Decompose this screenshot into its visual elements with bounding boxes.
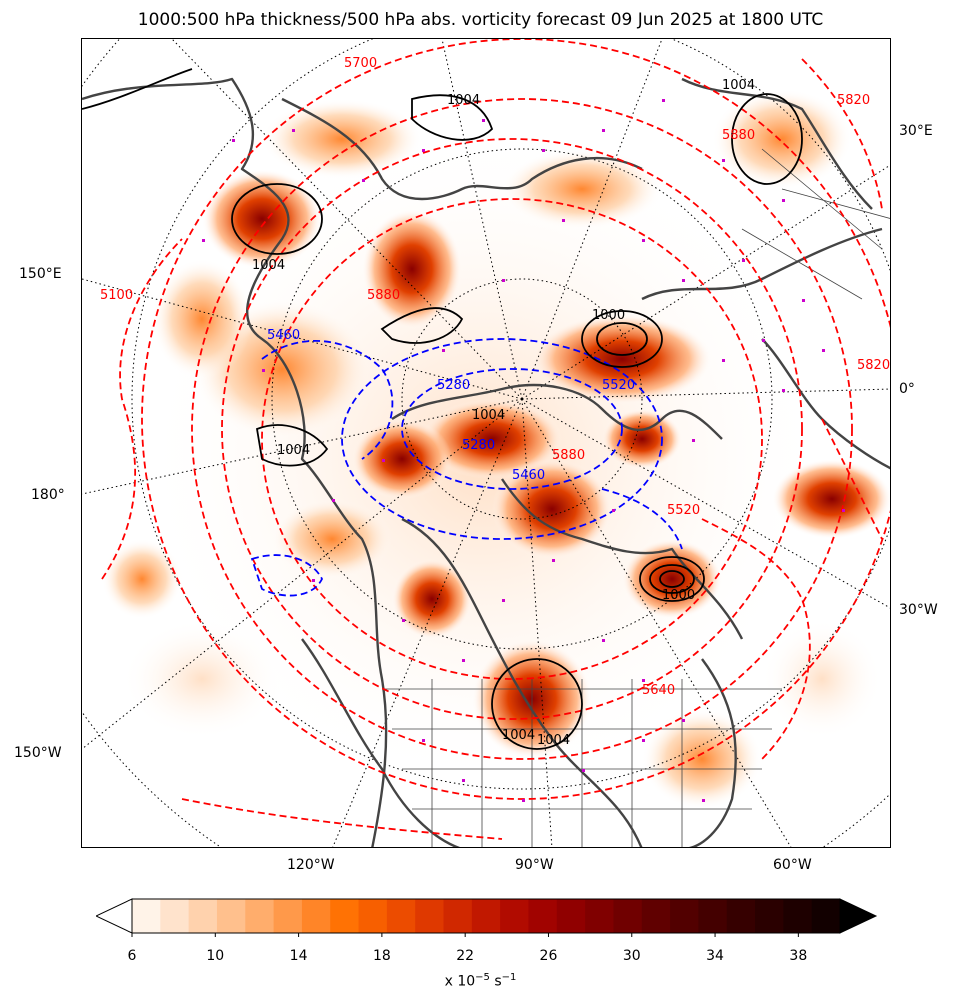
- colorbar-cell: [245, 899, 275, 933]
- label-thickness: 5280: [437, 378, 470, 393]
- colorbar-cell: [160, 899, 190, 933]
- label-mslp: 1000: [592, 308, 625, 323]
- colorbar-tick-label: 22: [456, 948, 475, 964]
- lon-label-120w: 120°W: [287, 857, 335, 873]
- colorbar-cell: [443, 899, 473, 933]
- state-borders: [382, 148, 890, 847]
- colorbar-extend-min: [96, 898, 133, 934]
- map-panel: 5700 5880 5880 5460 5100 5820 5640 5520 …: [81, 38, 891, 848]
- label-mslp: 1000: [662, 588, 695, 603]
- colorbar-cell: [698, 899, 728, 933]
- contour-labels: 5700 5880 5880 5460 5100 5820 5640 5520 …: [100, 56, 890, 748]
- lon-label-60w: 60°W: [773, 857, 812, 873]
- colorbar-outline: [131, 898, 841, 934]
- colorbar-tick-label: 14: [289, 948, 308, 964]
- colorbar-cell: [811, 899, 841, 933]
- mslp-contours: [82, 68, 803, 750]
- colorbar-tick-label: 6: [127, 948, 137, 964]
- colorbar-cell: [415, 899, 445, 933]
- colorbar-cell: [556, 899, 586, 933]
- label-mslp: 1004: [447, 93, 480, 108]
- graticule: [82, 39, 890, 847]
- map-canvas: 5700 5880 5880 5460 5100 5820 5640 5520 …: [82, 39, 890, 847]
- label-thickness: 5820: [837, 93, 870, 108]
- lon-label-180: 180°: [31, 487, 65, 503]
- label-thickness: 5460: [267, 328, 300, 343]
- label-mslp: 1004: [537, 733, 570, 748]
- lon-label-30e: 30°E: [899, 123, 933, 139]
- label-thickness: 5880: [722, 128, 755, 143]
- colorbar: [96, 898, 878, 937]
- label-mslp: 1004: [252, 258, 285, 273]
- colorbar-cell: [670, 899, 699, 933]
- colorbar-unit-label: x 10−5 s−1: [444, 972, 517, 990]
- label-thickness: 5700: [344, 56, 377, 71]
- thickness-cold-contours: [250, 338, 683, 597]
- label-thickness: 5520: [602, 378, 635, 393]
- colorbar-cell: [132, 899, 161, 933]
- colorbar-cell: [528, 899, 558, 933]
- coastlines: [82, 77, 890, 847]
- label-thickness: 5460: [512, 468, 545, 483]
- colorbar-cell: [471, 899, 501, 933]
- station-markers: [202, 99, 845, 802]
- colorbar-tick-label: 26: [539, 948, 558, 964]
- colorbar-tick-label: 38: [789, 948, 808, 964]
- colorbar-cell: [301, 899, 331, 933]
- label-mslp: 1004: [472, 408, 505, 423]
- lon-label-150e: 150°E: [19, 266, 62, 282]
- colorbar-cell: [585, 899, 614, 933]
- colorbar-cell: [188, 899, 218, 933]
- label-thickness: 5640: [642, 683, 675, 698]
- colorbar-tick-label: 18: [372, 948, 391, 964]
- colorbar-cell: [273, 899, 303, 933]
- label-mslp: 1004: [722, 78, 755, 93]
- label-thickness: 5820: [857, 358, 890, 373]
- colorbar-cell: [783, 899, 813, 933]
- colorbar-tick-label: 34: [706, 948, 724, 964]
- colorbar-tick-label: 10: [206, 948, 225, 964]
- figure-title: 1000:500 hPa thickness/500 hPa abs. vort…: [137, 10, 824, 30]
- colorbar-cell: [755, 899, 784, 933]
- label-mslp: 1004: [277, 443, 310, 458]
- colorbar-cell: [641, 899, 671, 933]
- colorbar-cell: [613, 899, 643, 933]
- label-mslp: 1004: [502, 728, 535, 743]
- colorbar-cell: [330, 899, 360, 933]
- label-thickness: 5880: [367, 288, 400, 303]
- colorbar-cell: [386, 899, 416, 933]
- lon-label-0: 0°: [899, 381, 915, 397]
- colorbar-cell: [500, 899, 529, 933]
- label-thickness: 5880: [552, 448, 585, 463]
- colorbar-cell: [216, 899, 246, 933]
- label-thickness: 5520: [667, 503, 700, 518]
- lon-label-90w: 90°W: [515, 857, 554, 873]
- colorbar-cell: [726, 899, 756, 933]
- colorbar-cell: [358, 899, 388, 933]
- label-thickness: 5100: [100, 288, 133, 303]
- label-thickness: 5280: [462, 438, 495, 453]
- lon-label-30w: 30°W: [899, 602, 938, 618]
- colorbar-extend-max: [839, 898, 878, 934]
- colorbar-tick-label: 30: [622, 948, 641, 964]
- vorticity-shading: [102, 89, 890, 809]
- lon-label-150w: 150°W: [14, 745, 62, 761]
